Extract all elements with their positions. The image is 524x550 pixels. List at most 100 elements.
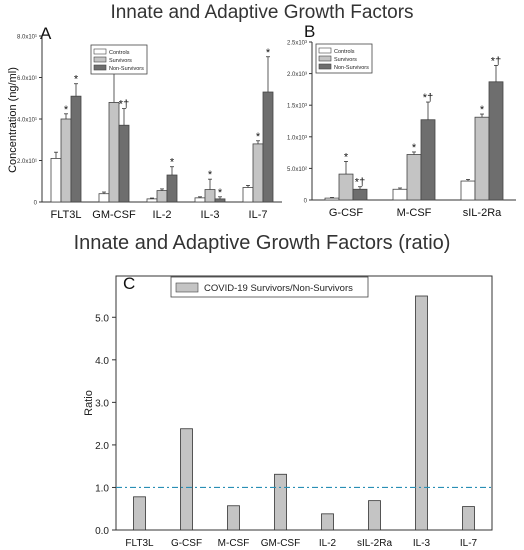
panel-c-bar — [415, 295, 428, 531]
panel-b-label: B — [304, 22, 316, 41]
panel-a-significance-marker: * — [208, 169, 213, 181]
panel-c-label: C — [123, 274, 136, 293]
panel-c-y-tick-label: 3.0 — [95, 398, 109, 409]
panel-b-legend-label: Survivors — [334, 57, 357, 63]
panel-a-bar — [108, 102, 120, 203]
panel-a-category-label: IL-3 — [201, 209, 220, 221]
panel-a-legend-swatch — [93, 56, 107, 63]
panel-a-significance-marker: * — [64, 104, 69, 116]
panel-c-category-label: IL-3 — [413, 538, 431, 549]
panel-b-bar — [392, 188, 408, 201]
panel-a-bar — [60, 118, 72, 203]
panel-a-significance-marker: * — [218, 187, 223, 199]
panel-c-category-label: FLT3L — [125, 538, 154, 549]
panel-a-y-axis-label: Concentration (ng/ml) — [7, 67, 19, 173]
panel-b-significance-marker: *† — [423, 92, 433, 104]
panel-a-bar — [242, 187, 254, 203]
panel-a-bar — [50, 158, 62, 203]
panel-a-bar — [194, 197, 206, 203]
panel-c-category-label: G-CSF — [171, 538, 202, 549]
panel-c-category-label: IL-7 — [460, 538, 478, 549]
panel-a-y-tick-label: 0 — [34, 201, 38, 207]
panel-a-category-label: IL-7 — [249, 209, 268, 221]
panel-a-bar — [118, 124, 130, 203]
panel-a-bar — [204, 189, 216, 203]
panel-c-category-label: GM-CSF — [261, 538, 300, 549]
panel-a-y-tick-label: 4.0x10¹ — [17, 118, 37, 124]
panel-c-y-axis-label: Ratio — [83, 390, 95, 416]
panel-b-significance-marker: *† — [491, 55, 501, 67]
panel-a-y-tick-label: 8.0x10¹ — [17, 35, 37, 41]
panel-b-y-tick-label: 1.0x10³ — [287, 135, 307, 141]
panel-a-significance-marker: * — [256, 131, 261, 143]
panel-b-bar — [324, 197, 340, 201]
panel-c-frame — [115, 275, 493, 531]
panel-b-bar — [352, 188, 368, 201]
panel-b-legend-label: Non-Survivors — [334, 65, 369, 71]
panel-a-bar — [156, 190, 168, 203]
panel-b-bar — [420, 119, 436, 201]
panel-c-category-label: sIL-2Ra — [357, 538, 392, 549]
panel-a-legend-swatch — [93, 48, 107, 55]
panel-b-y-tick-label: 2.0x10³ — [287, 72, 307, 78]
panel-b-y-tick-label: 2.5x10³ — [287, 41, 307, 47]
panel-a-bar — [166, 174, 178, 203]
panel-c-legend-label: COVID-19 Survivors/Non-Survivors — [204, 283, 353, 294]
panel-a-category-label: GM-CSF — [92, 209, 136, 221]
panel-c-legend-box — [170, 276, 369, 298]
panel-c-y-tick-label: 0.0 — [95, 526, 109, 537]
panel-b-significance-marker: * — [412, 142, 417, 154]
panel-b-significance-marker: * — [480, 104, 485, 116]
panel-b-significance-marker: * — [344, 151, 349, 163]
panel-b-category-label: M-CSF — [397, 207, 432, 219]
panel-a-legend-label: Survivors — [109, 58, 132, 64]
panel-b-bar — [338, 173, 354, 201]
panel-a-bar — [252, 143, 264, 203]
panel-c-category-label: M-CSF — [218, 538, 250, 549]
panel-c-bar — [368, 500, 381, 531]
panel-a-legend-label: Non-Survivors — [109, 66, 144, 72]
panel-b-bar — [460, 180, 476, 201]
panel-c-y-tick-label: 2.0 — [95, 441, 109, 452]
panel-a-bar — [146, 198, 158, 203]
figure-title: Innate and Adaptive Growth Factors — [110, 2, 414, 23]
panel-a-significance-marker: *† — [119, 99, 129, 111]
panel-a-category-label: IL-2 — [153, 209, 172, 221]
panel-c-bar — [274, 473, 287, 531]
panel-a-y-tick-label: 2.0x10¹ — [17, 159, 37, 165]
panel-a-y-tick-label: 6.0x10¹ — [17, 76, 37, 82]
panel-a-bar — [70, 95, 82, 203]
panel-b-bar — [474, 116, 490, 201]
panel-b-category-label: sIL-2Ra — [463, 207, 502, 219]
panel-c-bar — [227, 505, 240, 531]
panel-c-y-tick-label: 5.0 — [95, 313, 109, 324]
panel-a-bar — [262, 91, 274, 203]
panel-a-significance-marker: * — [170, 157, 175, 169]
panel-b-bar — [488, 81, 504, 201]
panel-c-legend-swatch — [175, 282, 199, 293]
panel-b-legend-swatch — [318, 55, 332, 62]
panel-a-significance-marker: * — [74, 74, 79, 86]
ratio-chart-title: Innate and Adaptive Growth Factors (rati… — [73, 232, 451, 254]
panel-b-bar — [406, 154, 422, 201]
panel-b-legend-swatch — [318, 47, 332, 54]
panel-c-bar — [321, 513, 334, 531]
panel-b-y-tick-label: 1.5x10³ — [287, 104, 307, 110]
panel-c-bar — [180, 428, 193, 531]
panel-b-category-label: G-CSF — [329, 207, 364, 219]
panel-a-significance-marker: * — [266, 47, 271, 59]
panel-a-legend-swatch — [93, 64, 107, 71]
panel-a-bar — [214, 198, 226, 203]
panel-c-bar — [462, 506, 475, 531]
panel-a-legend-label: Controls — [109, 50, 130, 56]
panel-b-legend-swatch — [318, 63, 332, 70]
panel-a-bar — [98, 193, 110, 203]
panel-b-y-tick-label: 0 — [304, 199, 308, 205]
panel-b-legend-label: Controls — [334, 49, 355, 55]
panel-c-y-tick-label: 4.0 — [95, 356, 109, 367]
panel-a-category-label: FLT3L — [51, 209, 82, 221]
panel-c-y-tick-label: 1.0 — [95, 483, 109, 494]
panel-b-y-tick-label: 5.0x10² — [287, 167, 307, 173]
panel-a-label: A — [40, 24, 52, 43]
